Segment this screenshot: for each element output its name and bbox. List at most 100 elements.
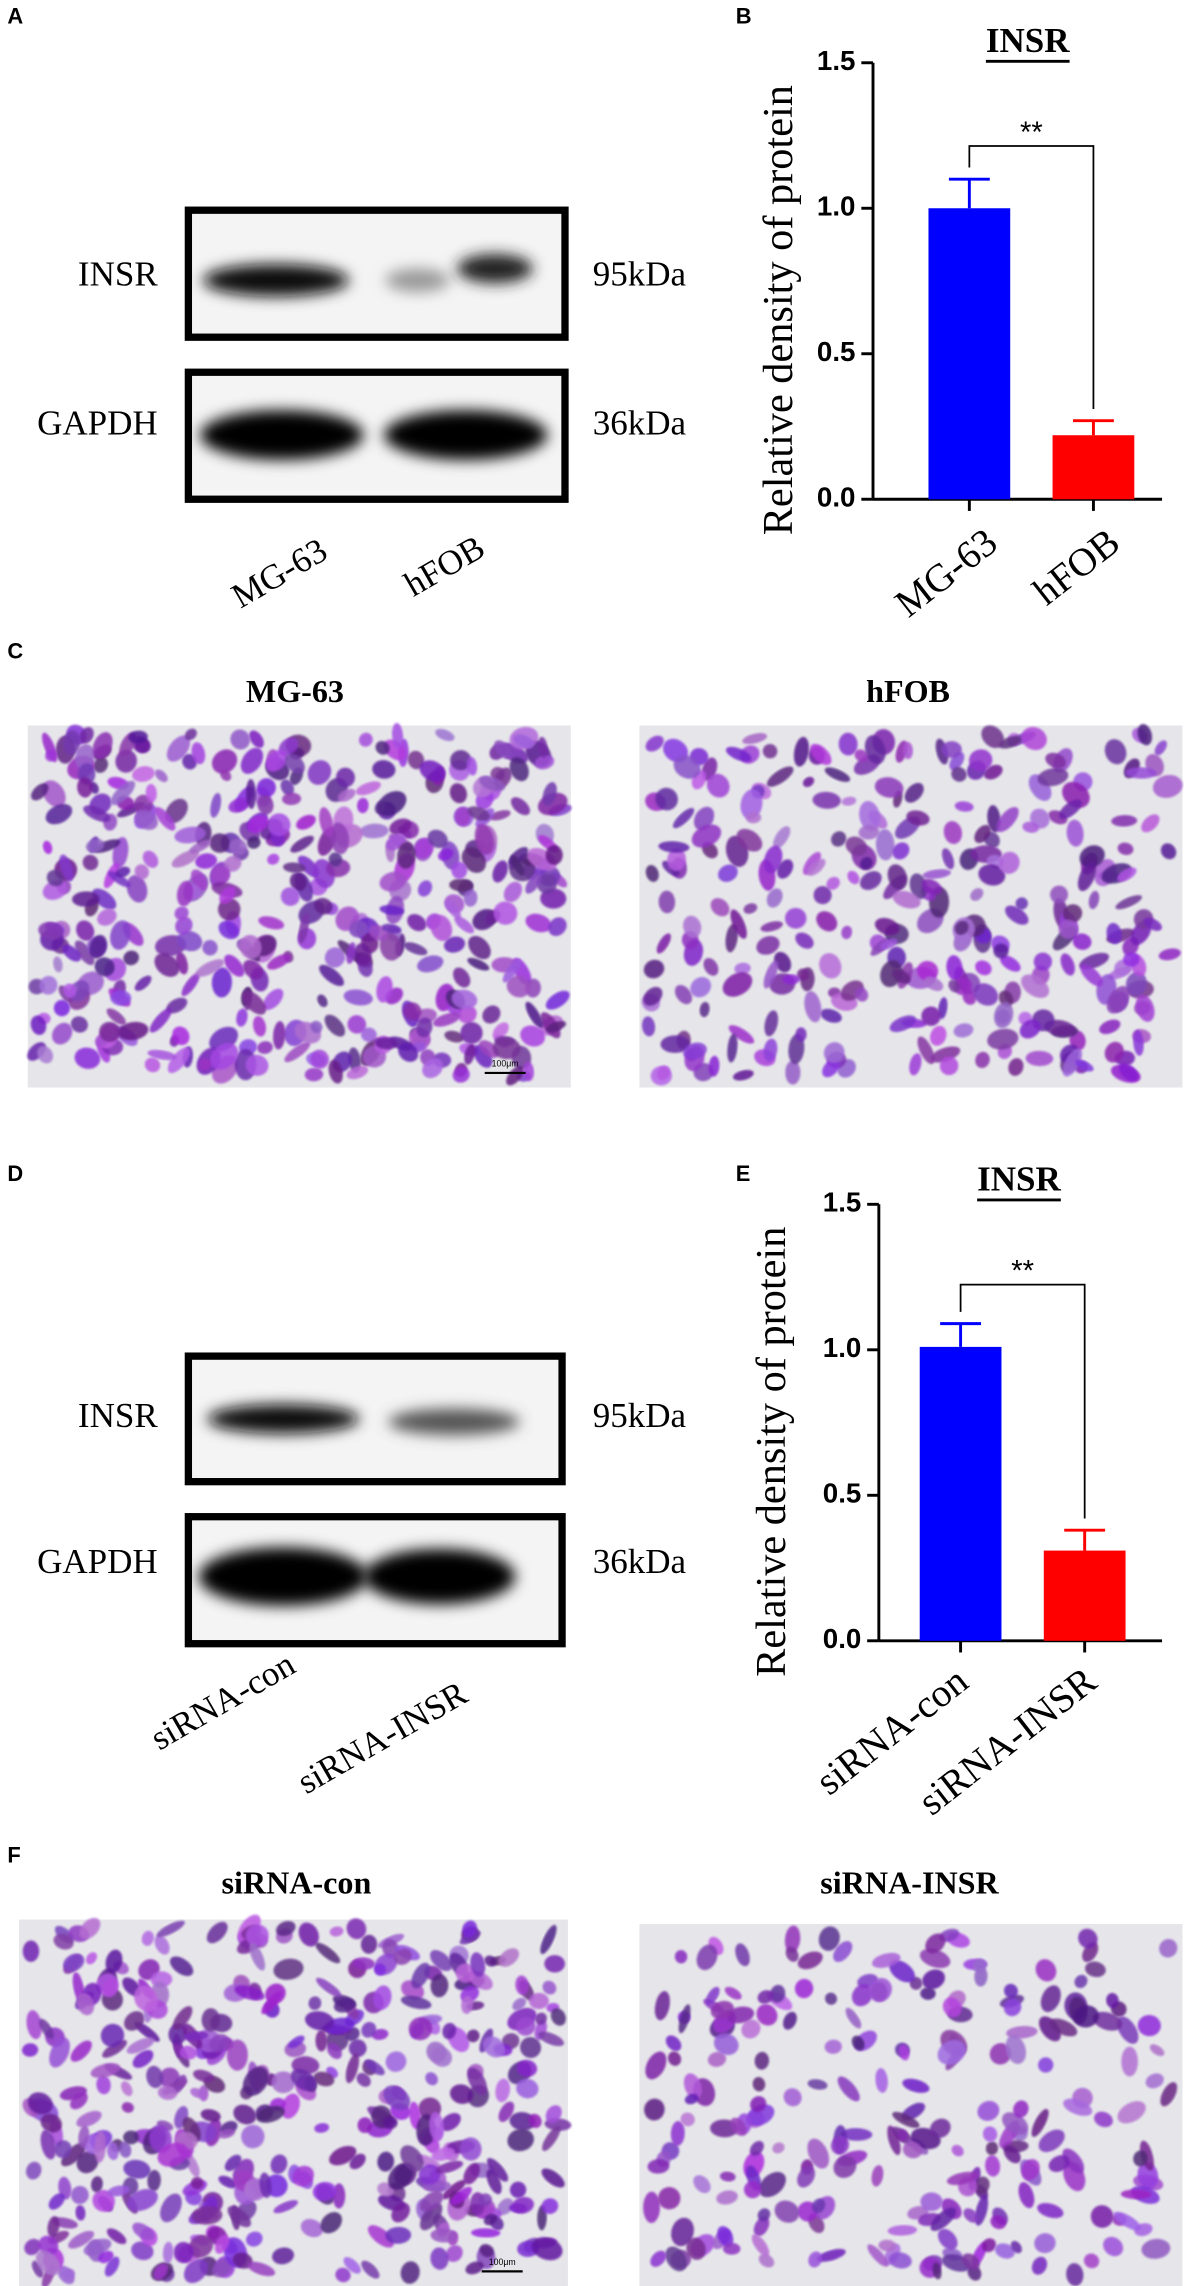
cell xyxy=(257,1041,273,1054)
cell xyxy=(999,955,1021,972)
bar xyxy=(928,208,1011,500)
cell xyxy=(1018,2182,1035,2209)
cell xyxy=(745,812,762,824)
cell xyxy=(758,2253,775,2268)
cell xyxy=(1133,2150,1148,2167)
cell xyxy=(273,1021,286,1050)
cell xyxy=(176,930,203,952)
cell xyxy=(954,920,969,935)
cell xyxy=(121,2102,134,2113)
cell xyxy=(442,2179,466,2200)
cell xyxy=(461,847,487,873)
cell xyxy=(245,1054,269,1076)
cell xyxy=(397,842,416,869)
cell xyxy=(69,2092,88,2110)
cell xyxy=(123,2159,151,2179)
cell xyxy=(149,1008,172,1033)
cell xyxy=(773,826,791,849)
cell xyxy=(174,826,206,844)
cell xyxy=(1062,904,1083,923)
cell xyxy=(724,1986,742,2000)
cell xyxy=(358,732,373,747)
band xyxy=(388,1408,520,1435)
cell xyxy=(160,2193,182,2223)
cell xyxy=(525,913,552,933)
cell xyxy=(1031,2108,1049,2137)
cell xyxy=(1090,2205,1114,2228)
cell xyxy=(1120,2189,1152,2200)
cell xyxy=(763,960,779,989)
cell xyxy=(892,2111,920,2128)
cell xyxy=(1072,933,1092,950)
cell xyxy=(968,749,993,772)
cell xyxy=(898,2044,910,2061)
band xyxy=(202,264,349,297)
cell xyxy=(459,1930,481,1945)
cell xyxy=(990,2215,1007,2230)
band xyxy=(363,1548,516,1605)
cell xyxy=(106,2228,127,2245)
cell xyxy=(39,975,58,995)
cell xyxy=(691,824,722,848)
cell xyxy=(463,2162,480,2185)
cell xyxy=(515,1975,529,1996)
cell xyxy=(1111,815,1138,827)
cell xyxy=(345,2053,360,2084)
cell xyxy=(206,1921,228,1944)
cell xyxy=(92,732,113,759)
cell xyxy=(917,960,939,981)
cell xyxy=(845,2007,862,2029)
band-label: GAPDH xyxy=(37,1542,158,1581)
cell xyxy=(218,2128,235,2139)
cell xyxy=(379,871,407,892)
cell xyxy=(1066,819,1084,847)
cell xyxy=(31,2260,44,2278)
cell xyxy=(763,845,783,874)
cell xyxy=(40,2129,56,2160)
cell xyxy=(710,898,730,917)
cell xyxy=(183,2258,209,2284)
cell xyxy=(742,733,768,745)
cell xyxy=(91,2176,103,2193)
bar xyxy=(1043,1550,1126,1641)
cell xyxy=(201,2008,220,2032)
cell xyxy=(337,788,356,802)
cell xyxy=(107,2185,130,2197)
cell xyxy=(826,876,840,890)
cell xyxy=(764,1010,779,1037)
cell xyxy=(736,828,763,852)
cell xyxy=(307,760,332,785)
cell xyxy=(94,957,115,977)
cell xyxy=(498,2101,515,2122)
cell xyxy=(184,728,197,741)
cell xyxy=(267,813,291,837)
cell xyxy=(169,1956,194,1977)
cell xyxy=(1078,1928,1098,1949)
cell xyxy=(431,2047,453,2067)
cell xyxy=(920,2192,943,2212)
cell xyxy=(763,1038,778,1062)
cell xyxy=(374,800,386,814)
cell xyxy=(102,2039,128,2058)
cell xyxy=(63,983,77,998)
cell xyxy=(538,2031,565,2047)
cell xyxy=(224,2154,242,2172)
cell xyxy=(110,780,136,806)
cell xyxy=(1137,2014,1161,2037)
cell xyxy=(1045,752,1067,769)
cell xyxy=(30,1015,47,1035)
cell xyxy=(833,1941,853,1962)
cell xyxy=(183,2031,209,2042)
cell xyxy=(531,2237,563,2261)
cell xyxy=(760,921,783,932)
cell xyxy=(793,736,809,767)
cell xyxy=(1035,1959,1057,1982)
cell xyxy=(670,2121,685,2146)
cell xyxy=(1050,885,1069,904)
cell xyxy=(460,1021,483,1044)
cell xyxy=(273,2200,298,2214)
cell xyxy=(211,2258,233,2278)
cell xyxy=(1038,2057,1054,2073)
cell xyxy=(892,890,921,909)
cell xyxy=(807,2138,830,2169)
